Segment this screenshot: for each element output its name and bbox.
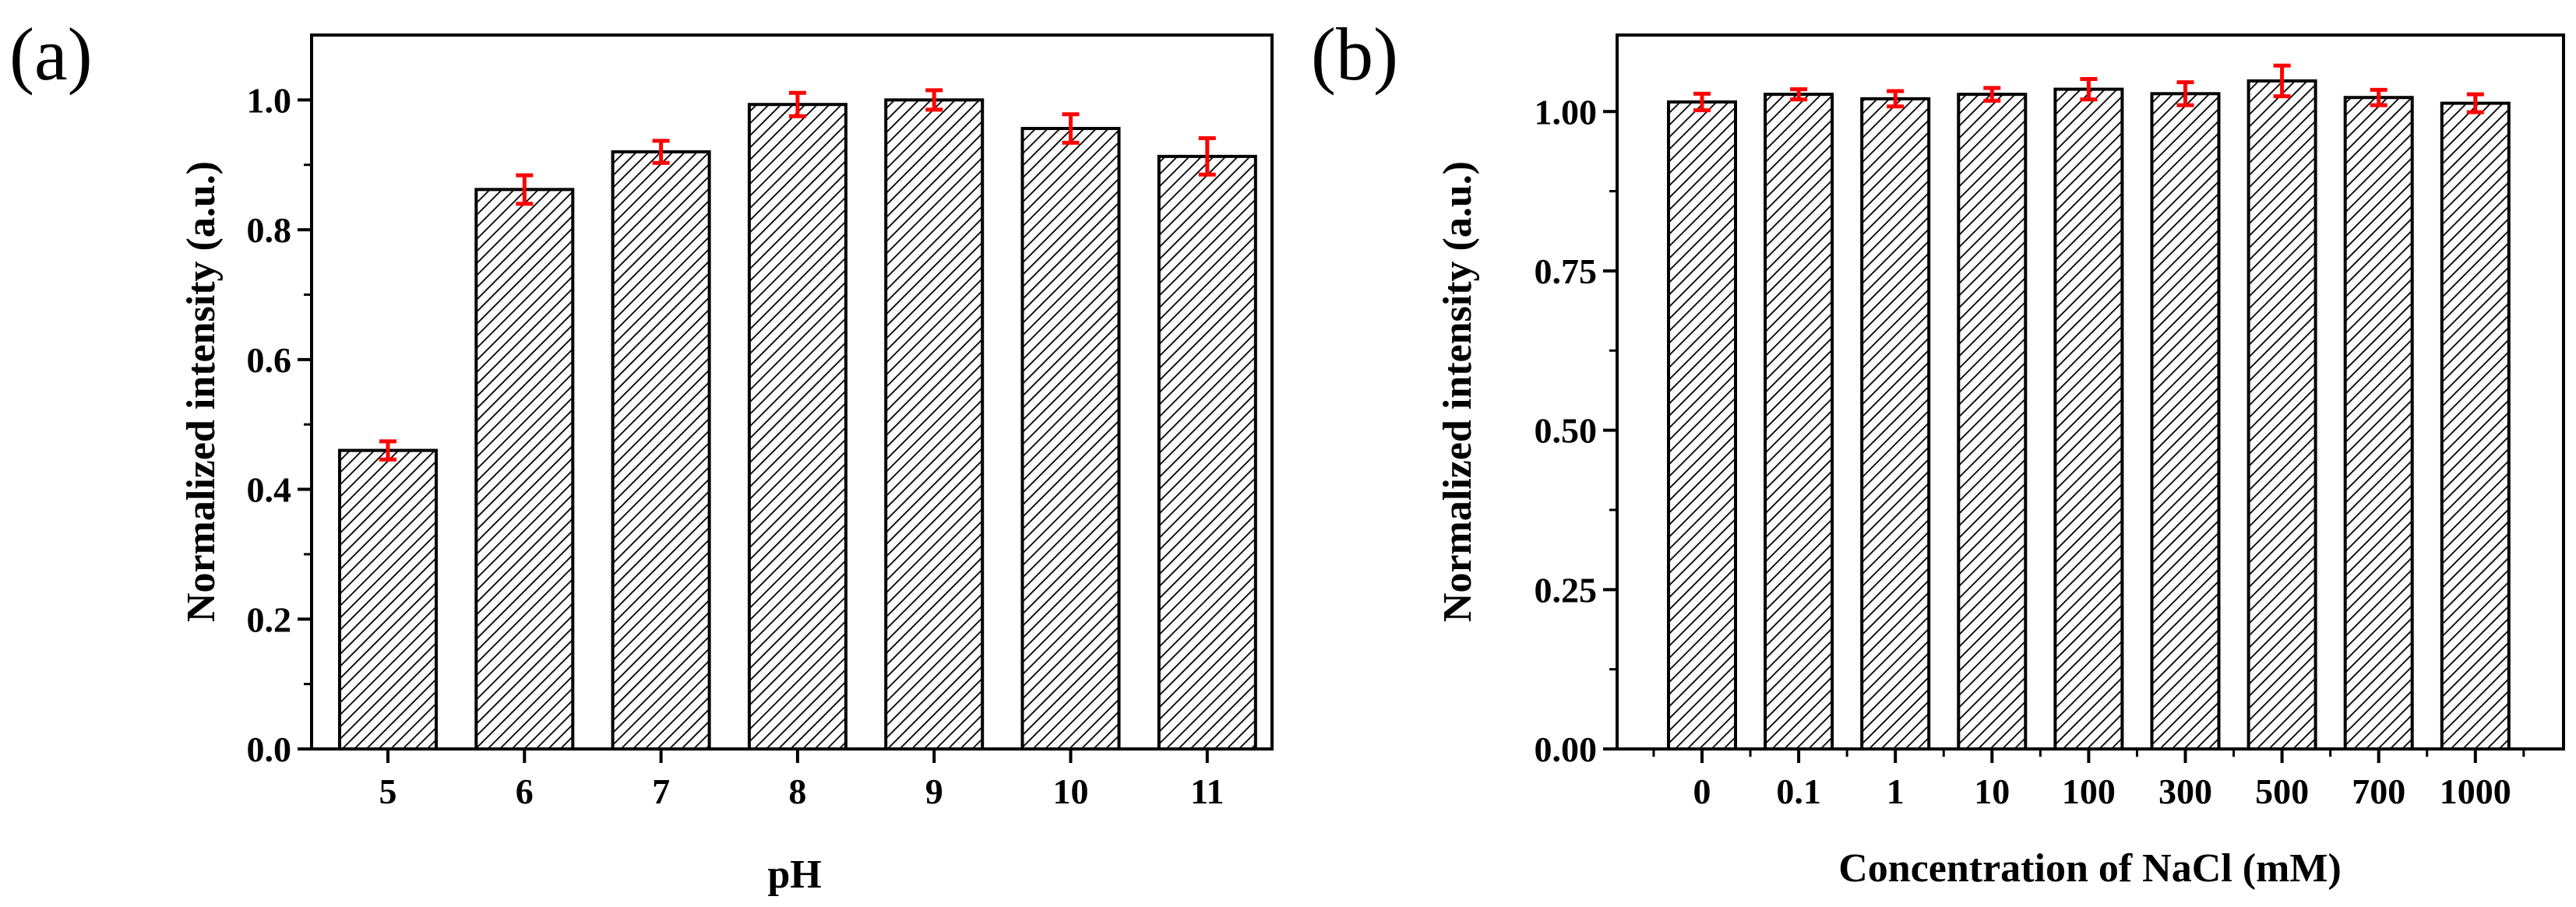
x-axis-title-b: Concentration of NaCl (mM) (1838, 846, 2342, 891)
x-tick-label-b-1: 0.1 (1776, 772, 1821, 811)
y-tick-label-b-4: 1.00 (1535, 92, 1598, 132)
y-tick-label-b-3: 0.75 (1535, 251, 1598, 291)
bar-b-3 (1957, 93, 2028, 751)
error-bar-b-0 (1693, 91, 1711, 113)
error-bar-b-7 (2370, 87, 2387, 107)
x-tick-label-b-5: 300 (2158, 772, 2212, 811)
y-axis-a: 0.0 0.2 0.4 0.6 0.8 1.0 (247, 80, 312, 769)
y-tick-label-b-1: 0.25 (1535, 570, 1598, 610)
y-tick-label-a-4: 0.8 (247, 210, 292, 250)
bar-a-5 (1020, 127, 1121, 751)
error-bar-b-6 (2273, 63, 2291, 99)
y-axis-title-b: Normalized intensity (a.u.) (1436, 161, 1480, 622)
bar-b-2 (1860, 97, 1931, 751)
panel-label-b: (b) (1311, 12, 1398, 96)
bar-a-1 (474, 188, 575, 751)
x-tick-label-a-6: 11 (1190, 772, 1224, 811)
error-bars-a (379, 88, 1216, 462)
y-tick-label-a-0: 0.0 (247, 729, 292, 769)
error-bar-a-1 (516, 173, 534, 206)
x-axis-a: 5 6 7 8 9 10 11 (379, 749, 1225, 811)
chart-ph: (a) 0.0 0.2 0.4 0.6 0.8 1.0 5 6 7 8 9 10 11 Normali… (9, 12, 1274, 897)
error-bar-a-5 (1062, 112, 1080, 145)
bar-a-3 (747, 103, 848, 751)
error-bar-a-4 (925, 88, 943, 112)
x-tick-label-b-8: 1000 (2440, 772, 2511, 811)
y-tick-label-a-2: 0.4 (247, 470, 292, 510)
x-tick-label-a-5: 10 (1053, 772, 1089, 811)
y-tick-label-a-3: 0.6 (247, 340, 292, 380)
error-bars-b (1693, 63, 2484, 114)
bar-a-4 (884, 98, 985, 751)
bar-a-2 (611, 150, 711, 751)
bar-b-1 (1764, 93, 1834, 751)
bar-a-0 (338, 448, 438, 751)
bar-b-4 (2053, 87, 2124, 751)
y-tick-label-a-5: 1.0 (247, 80, 292, 120)
panel-label-a: (a) (9, 12, 93, 96)
bar-b-5 (2150, 92, 2221, 751)
x-tick-label-a-4: 9 (925, 772, 943, 811)
error-bar-b-1 (1790, 87, 1808, 102)
x-tick-label-a-0: 5 (379, 772, 397, 811)
x-axis-b: 0 0.1 1 10 100 300 500 700 1000 (1652, 749, 2525, 811)
error-bar-a-6 (1198, 136, 1216, 177)
bars-a (338, 98, 1257, 751)
x-tick-label-b-2: 1 (1887, 772, 1905, 811)
x-tick-label-b-7: 700 (2352, 772, 2405, 811)
y-axis-b: 0.00 0.25 0.50 0.75 1.00 (1535, 92, 1617, 769)
error-bar-a-2 (652, 139, 670, 165)
error-bar-b-3 (1983, 86, 2001, 103)
y-tick-label-b-0: 0.00 (1535, 729, 1598, 769)
bar-a-6 (1157, 154, 1257, 751)
x-tick-label-a-1: 6 (516, 772, 534, 811)
x-tick-label-a-2: 7 (652, 772, 670, 811)
bars-b (1667, 79, 2511, 751)
error-bar-b-5 (2176, 80, 2194, 107)
bar-b-7 (2343, 96, 2414, 751)
error-bar-a-0 (379, 439, 396, 462)
error-bar-b-8 (2466, 92, 2484, 114)
x-tick-label-b-6: 500 (2255, 772, 2309, 811)
bar-b-0 (1667, 100, 1737, 751)
y-axis-title-a: Normalized intensity (a.u.) (179, 161, 224, 622)
y-tick-label-a-1: 0.2 (247, 599, 292, 639)
error-bar-b-4 (2080, 76, 2098, 102)
y-tick-label-b-2: 0.50 (1535, 411, 1598, 451)
error-bar-a-3 (788, 90, 806, 118)
x-tick-label-b-4: 100 (2062, 772, 2116, 811)
x-tick-label-b-3: 10 (1974, 772, 2010, 811)
x-tick-label-b-0: 0 (1693, 772, 1711, 811)
chart-nacl: (b) 0.00 0.25 0.50 0.75 1.00 0 0.1 1 10 100 300 50… (1311, 12, 2565, 891)
bar-b-6 (2247, 79, 2317, 751)
error-bar-b-2 (1887, 89, 1905, 109)
x-axis-title-a: pH (767, 853, 821, 897)
bar-b-8 (2440, 101, 2511, 751)
x-tick-label-a-3: 8 (788, 772, 806, 811)
